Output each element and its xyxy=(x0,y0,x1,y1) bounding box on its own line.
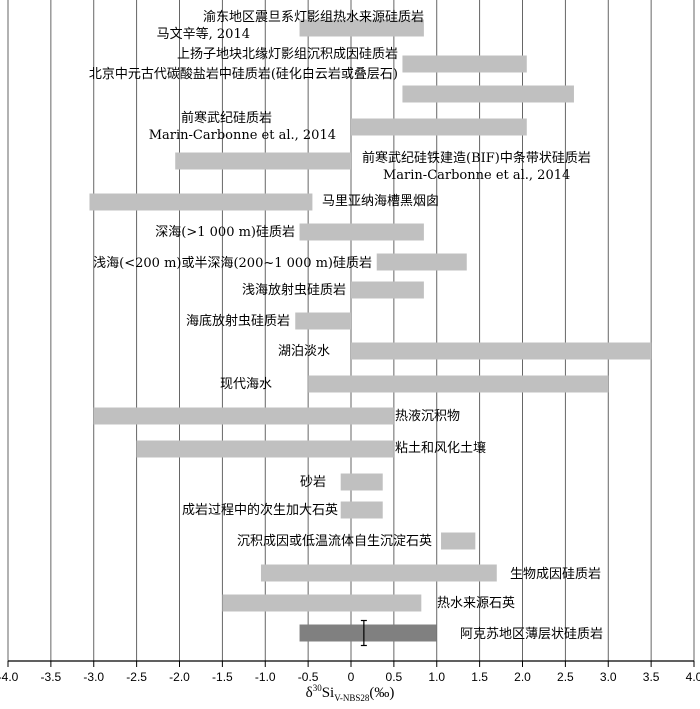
bar xyxy=(402,55,527,73)
bar-label: 浅海(<200 m)或半深海(200~1 000 m)硅质岩 xyxy=(93,256,372,271)
bar-label: 成岩过程中的次生加大石英 xyxy=(182,502,338,518)
bar-label: 生物成因硅质岩 xyxy=(510,567,601,582)
bar-label: 阿克苏地区薄层状硅质岩 xyxy=(460,626,603,642)
bar-label: 浅海放射虫硅质岩 xyxy=(242,282,346,298)
bar xyxy=(340,473,383,491)
bar-label: 沉积成因或低温流体自生沉淀石英 xyxy=(237,534,432,549)
bar-label: Marin-Carbonne et al., 2014 xyxy=(149,128,336,143)
x-tick-label: 1.5 xyxy=(471,670,488,684)
bar xyxy=(402,85,574,103)
x-tick-label: 3.0 xyxy=(600,670,617,684)
bar xyxy=(376,253,467,271)
bar xyxy=(260,564,497,582)
bar xyxy=(351,118,527,136)
bar xyxy=(351,342,652,360)
x-axis: -4.0 -3.5 -3.0 -2.5 -2.0 -1.5 -1.0 -0.5 0 0.5 1.0 1… xyxy=(0,660,700,684)
bar-label: 砂岩 xyxy=(300,475,326,490)
bar xyxy=(351,281,424,299)
bar-label: 北京中元古代碳酸盐岩中硅质岩(硅化白云岩或叠层石) xyxy=(89,66,398,82)
x-tick-label: -3.5 xyxy=(41,670,62,684)
bars xyxy=(89,19,652,647)
bar xyxy=(340,501,383,519)
x-axis-label: δ30SiV-NBS28(‰) xyxy=(305,683,395,703)
x-tick-label: 0.5 xyxy=(386,670,403,684)
bar-label: 海底放射虫硅质岩 xyxy=(186,313,290,329)
bar-label: 马里亚纳海槽黑烟囱 xyxy=(322,194,439,209)
bar xyxy=(295,312,351,330)
x-tick-label: 2.0 xyxy=(514,670,531,684)
bar xyxy=(299,223,424,241)
bar xyxy=(299,19,424,37)
bar-label: 马文辛等, 2014 xyxy=(157,26,250,42)
bar-label: Marin-Carbonne et al., 2014 xyxy=(383,168,570,183)
x-tick-label: 3.5 xyxy=(643,670,660,684)
bar-label: 粘土和风化土壤 xyxy=(395,440,486,456)
bar xyxy=(222,594,422,612)
bar xyxy=(441,532,476,550)
bar-label: 渝东地区震旦系灯影组热水来源硅质岩 xyxy=(203,9,424,25)
bar-label: 前寒武纪硅铁建造(BIF)中条带状硅质岩 xyxy=(362,150,591,166)
bar xyxy=(89,193,313,211)
bar-label: 现代海水 xyxy=(220,377,272,392)
x-tick-label: -2.5 xyxy=(126,670,147,684)
x-tick-label: 4.0 xyxy=(686,670,700,684)
bar-label: 热液沉积物 xyxy=(395,409,460,424)
bar xyxy=(299,624,437,642)
x-tick-label: -3.0 xyxy=(83,670,104,684)
x-tick-label: 1.0 xyxy=(428,670,445,684)
bar xyxy=(175,152,351,170)
bar xyxy=(136,440,394,458)
bar-label: 前寒武纪硅质岩 xyxy=(181,110,272,126)
x-tick-label: -1.0 xyxy=(255,670,276,684)
x-tick-label: -4.0 xyxy=(0,670,19,684)
bar xyxy=(308,375,609,393)
bar-label: 湖泊淡水 xyxy=(278,344,330,359)
bar xyxy=(93,407,394,425)
bar-label: 深海(>1 000 m)硅质岩 xyxy=(155,225,295,240)
x-tick-label: -2.0 xyxy=(169,670,190,684)
x-tick-label: 0 xyxy=(348,670,355,684)
grid-lines xyxy=(7,0,695,661)
bar-label: 上扬子地块北缘灯影组沉积成因硅质岩 xyxy=(177,47,398,62)
x-tick-label: 2.5 xyxy=(557,670,574,684)
bar-label: 热水来源石英 xyxy=(437,596,515,611)
x-tick-label: -1.5 xyxy=(212,670,233,684)
x-tick-label: -0.5 xyxy=(298,670,319,684)
